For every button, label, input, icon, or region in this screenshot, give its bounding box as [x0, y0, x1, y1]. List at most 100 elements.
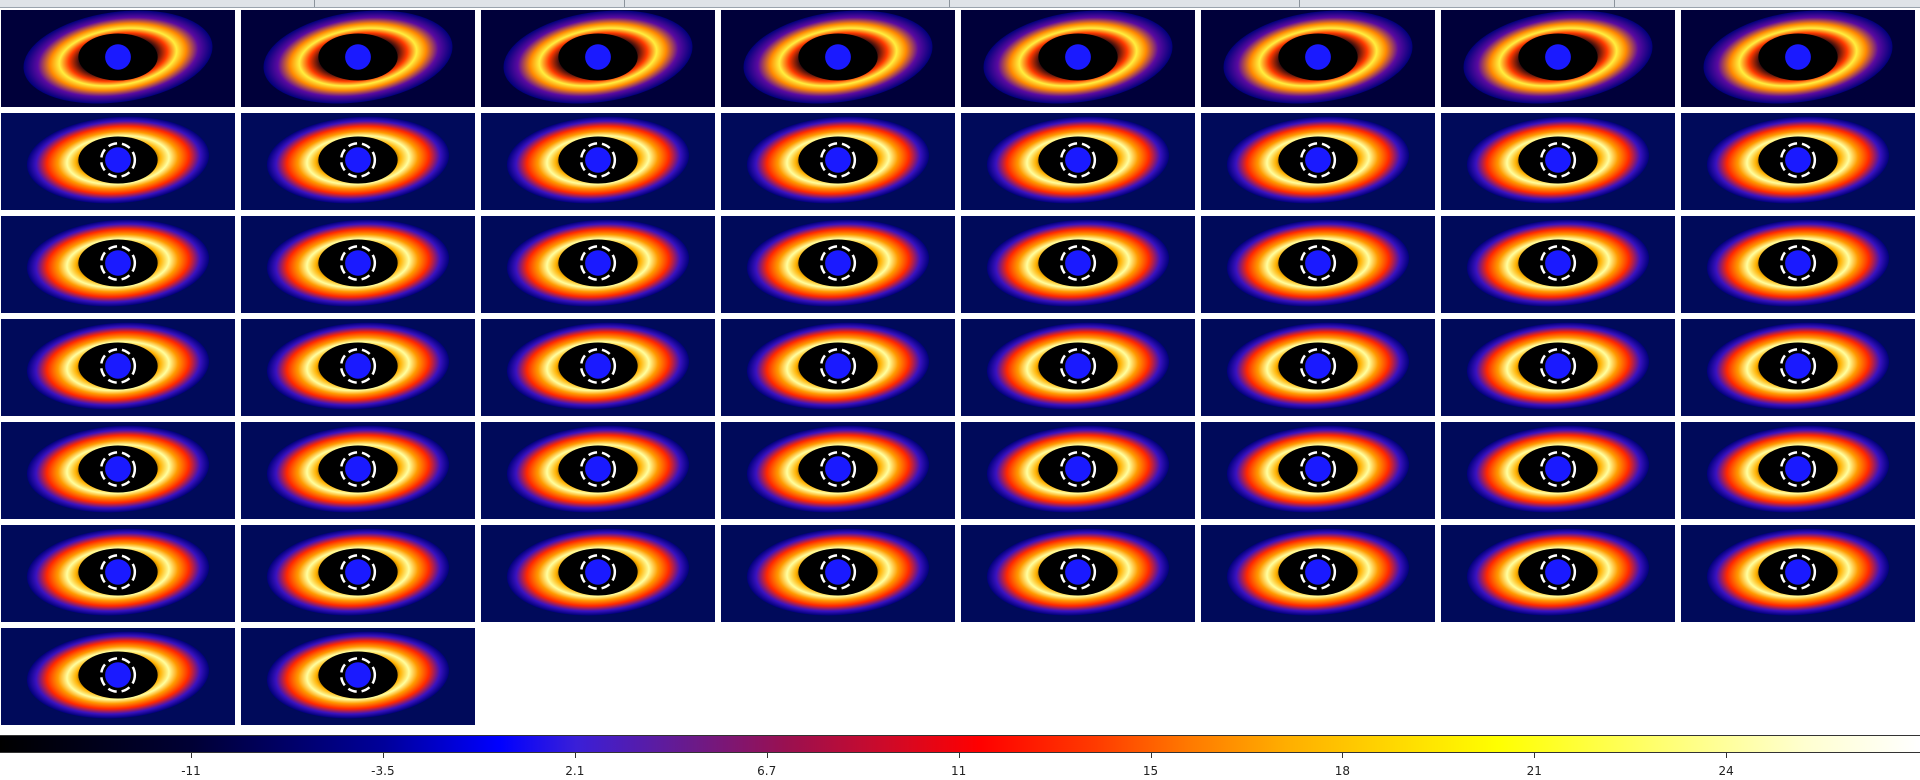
image-frame-tile[interactable]	[480, 421, 716, 520]
image-frame-icon	[1201, 10, 1435, 107]
image-frame-tile[interactable]	[240, 9, 476, 108]
image-frame-tile[interactable]	[1680, 9, 1916, 108]
image-frame-tile[interactable]	[480, 112, 716, 211]
image-frame-icon	[1, 10, 235, 107]
image-frame-tile[interactable]	[960, 112, 1196, 211]
image-frame-tile[interactable]	[960, 318, 1196, 417]
image-frame-tile[interactable]	[720, 215, 956, 314]
image-frame-icon	[1681, 525, 1915, 622]
image-frame-tile[interactable]	[0, 215, 236, 314]
header-segment[interactable]	[1615, 0, 1920, 7]
image-frame-tile[interactable]	[960, 9, 1196, 108]
image-frame-tile[interactable]	[1200, 112, 1436, 211]
image-frame-icon	[241, 525, 475, 622]
header-segment[interactable]	[1300, 0, 1615, 7]
colorbar-axis: -11 -3.5 2.1 6.7 11 15 18 21 24	[0, 753, 1920, 780]
image-frame-tile[interactable]	[1200, 421, 1436, 520]
image-frame-tile[interactable]	[1440, 421, 1676, 520]
image-frame-tile[interactable]	[1440, 9, 1676, 108]
image-montage-grid[interactable]	[0, 9, 1920, 727]
image-frame-tile[interactable]	[0, 524, 236, 623]
image-frame-icon	[241, 422, 475, 519]
image-frame-tile[interactable]	[240, 524, 476, 623]
image-frame-tile[interactable]	[1680, 421, 1916, 520]
image-frame-tile[interactable]	[0, 627, 236, 726]
header-segment[interactable]	[315, 0, 625, 7]
image-frame-icon	[1201, 319, 1435, 416]
image-frame-tile[interactable]	[480, 9, 716, 108]
image-frame-icon	[1441, 113, 1675, 210]
image-frame-icon	[961, 525, 1195, 622]
image-frame-tile[interactable]	[1680, 215, 1916, 314]
image-frame-tile[interactable]	[960, 215, 1196, 314]
colorbar-tick	[1342, 753, 1344, 758]
image-frame-tile[interactable]	[1680, 112, 1916, 211]
image-frame-icon	[481, 10, 715, 107]
header-segment[interactable]	[950, 0, 1300, 7]
image-frame-tile[interactable]	[0, 318, 236, 417]
image-frame-icon	[241, 10, 475, 107]
image-frame-tile[interactable]	[1440, 524, 1676, 623]
image-frame-tile[interactable]	[240, 215, 476, 314]
image-frame-tile[interactable]	[240, 112, 476, 211]
image-frame-icon	[961, 422, 1195, 519]
image-frame-icon	[961, 113, 1195, 210]
colorbar-tick	[766, 753, 768, 758]
image-frame-icon	[241, 216, 475, 313]
image-frame-icon	[1, 113, 235, 210]
image-frame-icon	[241, 628, 475, 725]
colorbar-tick-label: 2.1	[565, 764, 585, 778]
image-frame-tile[interactable]	[240, 421, 476, 520]
image-frame-icon	[1201, 525, 1435, 622]
image-frame-tile[interactable]	[960, 421, 1196, 520]
image-frame-tile[interactable]	[0, 9, 236, 108]
image-frame-tile[interactable]	[720, 421, 956, 520]
image-frame-tile[interactable]	[1200, 318, 1436, 417]
image-frame-tile[interactable]	[1440, 112, 1676, 211]
image-frame-tile[interactable]	[960, 524, 1196, 623]
image-frame-icon	[1681, 422, 1915, 519]
image-frame-tile[interactable]	[480, 318, 716, 417]
header-segment[interactable]	[0, 0, 315, 7]
image-frame-tile[interactable]	[240, 318, 476, 417]
header-strip	[0, 0, 1920, 8]
header-segment[interactable]	[625, 0, 950, 7]
image-frame-tile[interactable]	[480, 215, 716, 314]
image-frame-tile[interactable]	[720, 9, 956, 108]
image-frame-tile[interactable]	[720, 524, 956, 623]
image-frame-tile[interactable]	[720, 112, 956, 211]
image-frame-icon	[481, 216, 715, 313]
image-frame-icon	[961, 216, 1195, 313]
image-frame-tile[interactable]	[1680, 524, 1916, 623]
image-frame-icon	[1, 422, 235, 519]
image-frame-tile[interactable]	[240, 627, 476, 726]
image-frame-tile[interactable]	[480, 524, 716, 623]
colorbar-tick	[382, 753, 384, 758]
colorbar[interactable]	[0, 735, 1920, 753]
image-frame-tile[interactable]	[720, 318, 956, 417]
image-frame-tile[interactable]	[1200, 9, 1436, 108]
image-frame-icon	[481, 422, 715, 519]
colorbar-tick-label: 18	[1334, 764, 1351, 778]
colorbar-tick	[574, 753, 576, 758]
image-frame-icon	[1201, 113, 1435, 210]
image-frame-tile[interactable]	[0, 112, 236, 211]
image-frame-tile[interactable]	[1440, 318, 1676, 417]
image-frame-icon	[1201, 422, 1435, 519]
image-frame-tile[interactable]	[1680, 318, 1916, 417]
image-frame-icon	[1681, 216, 1915, 313]
image-frame-tile[interactable]	[1200, 524, 1436, 623]
image-frame-icon	[1441, 319, 1675, 416]
image-frame-icon	[721, 319, 955, 416]
image-frame-tile[interactable]	[1440, 215, 1676, 314]
image-frame-tile[interactable]	[1200, 215, 1436, 314]
image-frame-icon	[721, 525, 955, 622]
image-frame-tile[interactable]	[0, 421, 236, 520]
image-frame-icon	[721, 422, 955, 519]
image-frame-icon	[1681, 319, 1915, 416]
image-frame-icon	[1441, 10, 1675, 107]
image-frame-icon	[1441, 422, 1675, 519]
colorbar-tick	[958, 753, 960, 758]
image-frame-icon	[1681, 10, 1915, 107]
